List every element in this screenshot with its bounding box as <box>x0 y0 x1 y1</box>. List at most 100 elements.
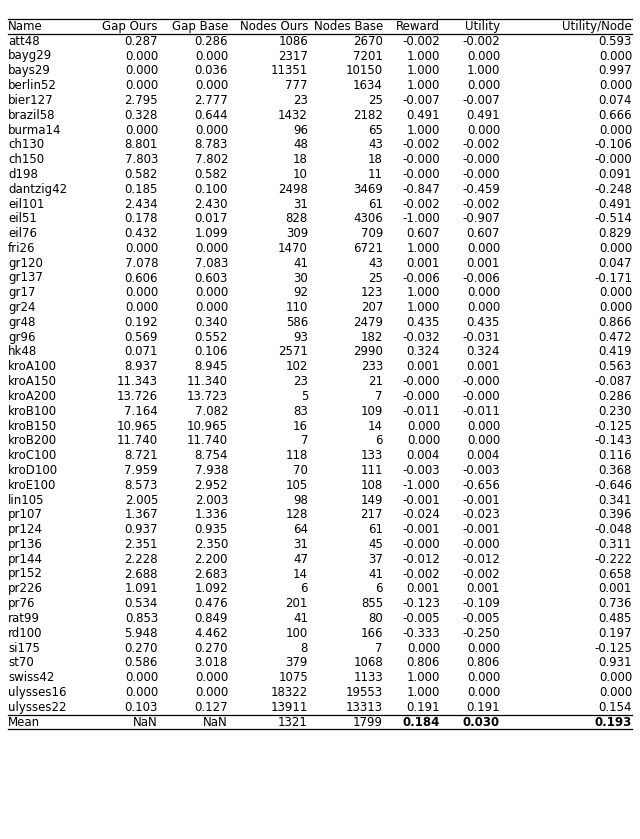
Text: -0.007: -0.007 <box>403 94 440 107</box>
Text: 0.270: 0.270 <box>195 642 228 654</box>
Text: 83: 83 <box>293 404 308 418</box>
Text: burma14: burma14 <box>8 123 61 137</box>
Text: -0.007: -0.007 <box>462 94 500 107</box>
Text: 2.005: 2.005 <box>125 493 158 507</box>
Text: 102: 102 <box>285 360 308 373</box>
Text: 0.593: 0.593 <box>598 34 632 48</box>
Text: 0.287: 0.287 <box>125 34 158 48</box>
Text: 0.000: 0.000 <box>599 301 632 314</box>
Text: 1.000: 1.000 <box>406 286 440 300</box>
Text: 0.091: 0.091 <box>598 168 632 181</box>
Text: 93: 93 <box>293 331 308 344</box>
Text: 0.000: 0.000 <box>407 435 440 447</box>
Text: 11.740: 11.740 <box>187 435 228 447</box>
Text: 777: 777 <box>285 79 308 92</box>
Text: 201: 201 <box>285 597 308 610</box>
Text: -0.123: -0.123 <box>402 597 440 610</box>
Text: Mean: Mean <box>8 716 40 728</box>
Text: berlin52: berlin52 <box>8 79 57 92</box>
Text: 0.606: 0.606 <box>125 272 158 284</box>
Text: 1.000: 1.000 <box>406 242 440 255</box>
Text: 0.000: 0.000 <box>467 435 500 447</box>
Text: 0.607: 0.607 <box>406 227 440 240</box>
Text: rat99: rat99 <box>8 612 40 625</box>
Text: 109: 109 <box>360 404 383 418</box>
Text: 30: 30 <box>293 272 308 284</box>
Text: 13.726: 13.726 <box>117 390 158 403</box>
Text: -0.002: -0.002 <box>403 34 440 48</box>
Text: 0.328: 0.328 <box>125 109 158 122</box>
Text: kroB100: kroB100 <box>8 404 57 418</box>
Text: 0.001: 0.001 <box>467 582 500 596</box>
Text: 0.100: 0.100 <box>195 183 228 195</box>
Text: pr107: pr107 <box>8 508 43 521</box>
Text: 21: 21 <box>368 375 383 388</box>
Text: -0.000: -0.000 <box>462 168 500 181</box>
Text: 1086: 1086 <box>278 34 308 48</box>
Text: 2.683: 2.683 <box>195 567 228 581</box>
Text: 0.004: 0.004 <box>406 449 440 462</box>
Text: kroA100: kroA100 <box>8 360 57 373</box>
Text: 0.191: 0.191 <box>406 701 440 714</box>
Text: 123: 123 <box>360 286 383 300</box>
Text: 11351: 11351 <box>271 65 308 77</box>
Text: 0.000: 0.000 <box>407 642 440 654</box>
Text: -0.006: -0.006 <box>403 272 440 284</box>
Text: -0.012: -0.012 <box>402 553 440 565</box>
Text: 64: 64 <box>293 523 308 536</box>
Text: 7: 7 <box>301 435 308 447</box>
Text: 0.001: 0.001 <box>406 582 440 596</box>
Text: kroA200: kroA200 <box>8 390 57 403</box>
Text: 41: 41 <box>368 567 383 581</box>
Text: 0.001: 0.001 <box>406 257 440 269</box>
Text: 0.000: 0.000 <box>407 420 440 432</box>
Text: 0.000: 0.000 <box>195 671 228 684</box>
Text: 70: 70 <box>293 464 308 477</box>
Text: 0.658: 0.658 <box>598 567 632 581</box>
Text: 18322: 18322 <box>271 686 308 699</box>
Text: 0.000: 0.000 <box>467 286 500 300</box>
Text: 1.000: 1.000 <box>406 123 440 137</box>
Text: pr152: pr152 <box>8 567 43 581</box>
Text: -0.024: -0.024 <box>402 508 440 521</box>
Text: 2498: 2498 <box>278 183 308 195</box>
Text: Reward: Reward <box>396 20 440 33</box>
Text: -0.000: -0.000 <box>462 153 500 166</box>
Text: 1.000: 1.000 <box>467 65 500 77</box>
Text: -0.011: -0.011 <box>402 404 440 418</box>
Text: 0.472: 0.472 <box>598 331 632 344</box>
Text: 2.430: 2.430 <box>195 197 228 211</box>
Text: 0.340: 0.340 <box>195 316 228 329</box>
Text: Gap Base: Gap Base <box>172 20 228 33</box>
Text: 217: 217 <box>360 508 383 521</box>
Text: eil51: eil51 <box>8 212 37 226</box>
Text: 0.603: 0.603 <box>195 272 228 284</box>
Text: kroD100: kroD100 <box>8 464 58 477</box>
Text: dantzig42: dantzig42 <box>8 183 67 195</box>
Text: 0.000: 0.000 <box>125 50 158 62</box>
Text: 23: 23 <box>293 375 308 388</box>
Text: -0.001: -0.001 <box>462 493 500 507</box>
Text: 0.001: 0.001 <box>598 582 632 596</box>
Text: pr144: pr144 <box>8 553 43 565</box>
Text: 23: 23 <box>293 94 308 107</box>
Text: -0.000: -0.000 <box>403 375 440 388</box>
Text: -0.250: -0.250 <box>462 627 500 639</box>
Text: -0.514: -0.514 <box>594 212 632 226</box>
Text: 7.938: 7.938 <box>195 464 228 477</box>
Text: 0.106: 0.106 <box>195 346 228 358</box>
Text: 5: 5 <box>301 390 308 403</box>
Text: -0.005: -0.005 <box>462 612 500 625</box>
Text: 0.324: 0.324 <box>467 346 500 358</box>
Text: kroC100: kroC100 <box>8 449 57 462</box>
Text: gr48: gr48 <box>8 316 35 329</box>
Text: 0.000: 0.000 <box>467 301 500 314</box>
Text: -0.011: -0.011 <box>462 404 500 418</box>
Text: 586: 586 <box>285 316 308 329</box>
Text: 0.644: 0.644 <box>195 109 228 122</box>
Text: 0.004: 0.004 <box>467 449 500 462</box>
Text: 3469: 3469 <box>353 183 383 195</box>
Text: 111: 111 <box>360 464 383 477</box>
Text: kroA150: kroA150 <box>8 375 57 388</box>
Text: -0.002: -0.002 <box>403 197 440 211</box>
